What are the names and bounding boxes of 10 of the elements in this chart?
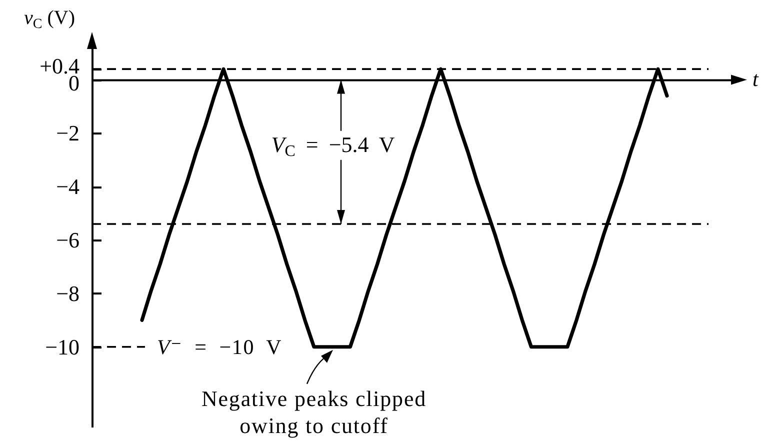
y-tick-label: −2 [56, 120, 80, 146]
y-tick-label: −6 [56, 228, 80, 253]
y-axis-title: v$_{C}$ (V) [24, 7, 75, 32]
y-tick-label: −10 [45, 334, 80, 360]
ref-line-label: V⁻ = −10 V [157, 334, 282, 359]
annotation: Negative peaks clipped owing to cutoff [201, 386, 427, 438]
y-tick-label: −4 [56, 174, 80, 200]
y-tick-label: −8 [56, 280, 80, 306]
x-axis-title: t [752, 67, 760, 92]
annotation: V$_{C}$ = −5.4 V [271, 132, 395, 160]
